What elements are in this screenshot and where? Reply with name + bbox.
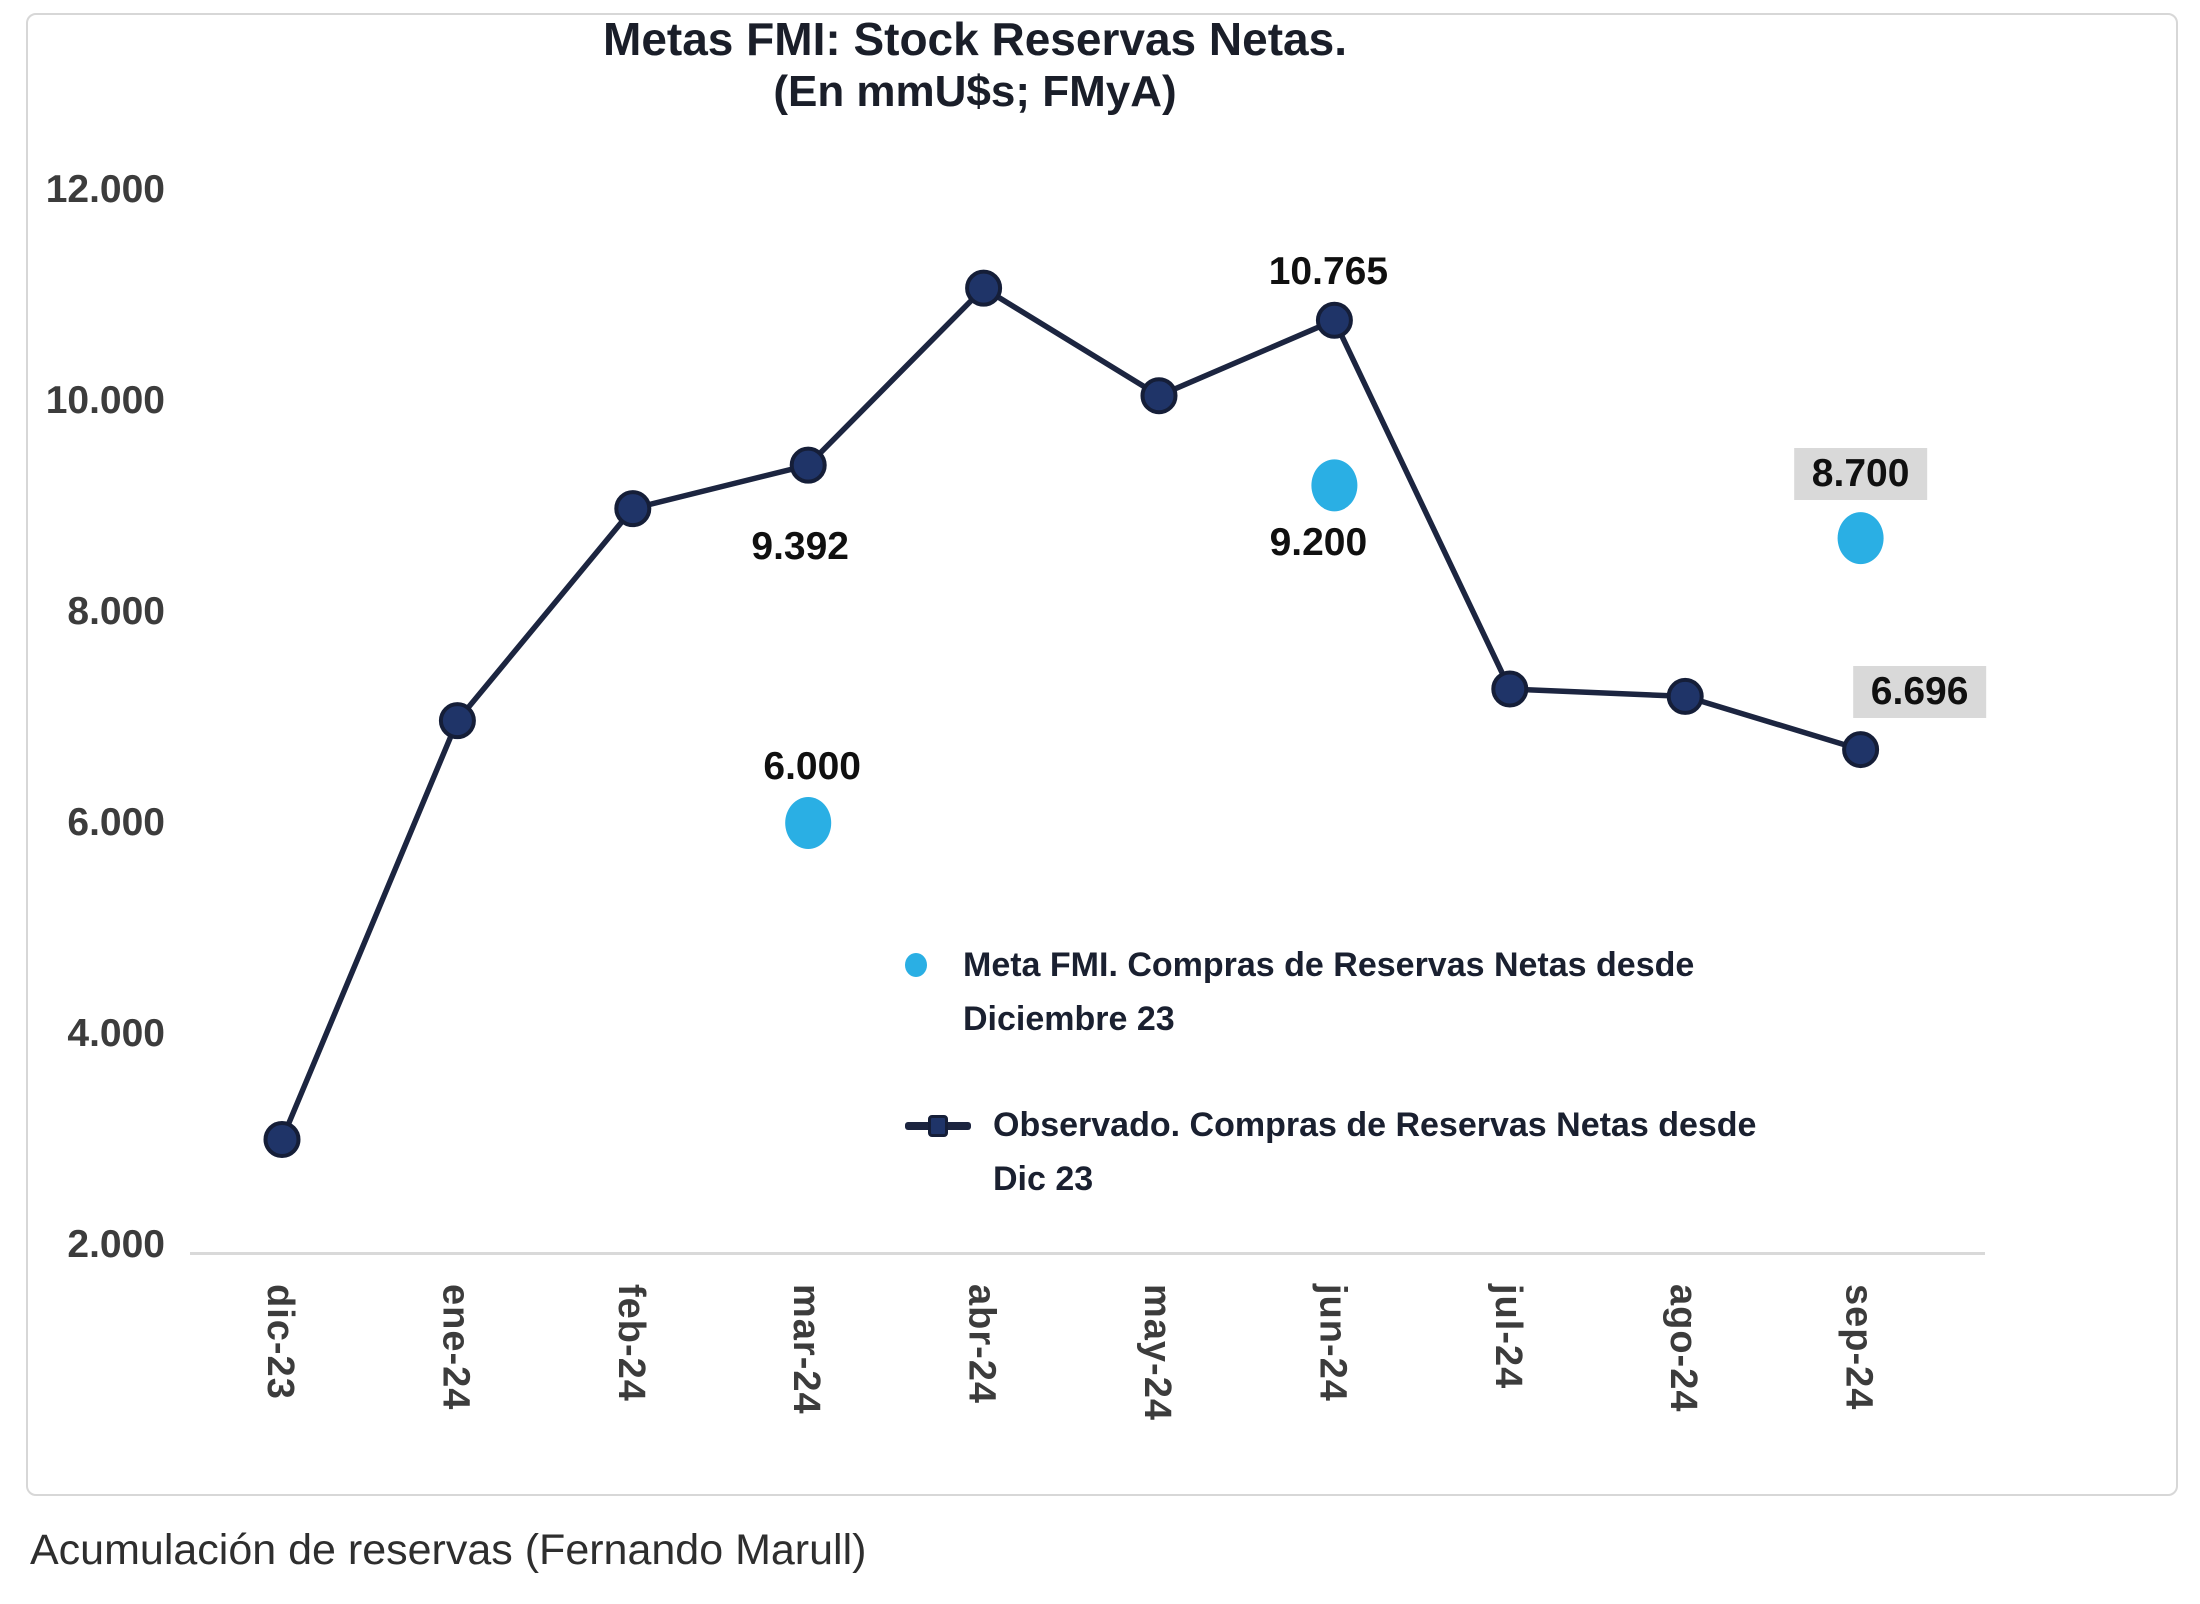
meta-fmi-data-point: [1837, 512, 1884, 565]
x-axis-line: [190, 1252, 1985, 1255]
observado-data-point: [965, 269, 1003, 307]
observado-line: [279, 285, 1862, 1141]
data-label: 10.765: [1268, 250, 1389, 294]
legend-meta-label-line1: Meta FMI. Compras de Reservas Netas desd…: [963, 946, 1695, 984]
x-tick-label: feb-24: [609, 1284, 652, 1402]
x-tick-label: ago-24: [1662, 1284, 1705, 1413]
y-tick-label: 4.000: [67, 1012, 165, 1055]
chart-title-block: Metas FMI: Stock Reservas Netas. (En mmU…: [275, 12, 1675, 118]
data-label: 9.392: [751, 525, 849, 569]
y-tick-label: 12.000: [45, 168, 165, 211]
legend-observado-label: Observado. Compras de Reservas Netas des…: [993, 1098, 1756, 1206]
image-caption: Acumulación de reservas (Fernando Marull…: [30, 1526, 867, 1574]
legend-meta-label-line2: Diciembre 23: [963, 1000, 1175, 1038]
legend-observado-square-icon: [928, 1115, 948, 1137]
observado-data-point: [1491, 670, 1529, 708]
legend-entry-meta-fmi: Meta FMI. Compras de Reservas Netas desd…: [905, 938, 1885, 1046]
meta-fmi-data-point: [785, 797, 832, 849]
observado-data-point: [1666, 677, 1704, 715]
x-tick-label: may-24: [1136, 1284, 1178, 1421]
observado-data-point: [1842, 731, 1880, 769]
legend-meta-label: Meta FMI. Compras de Reservas Netas desd…: [963, 938, 1694, 1046]
data-label-boxed: 6.696: [1852, 665, 1987, 718]
x-tick-label: sep-24: [1837, 1284, 1880, 1411]
y-tick-label: 2.000: [67, 1223, 165, 1266]
legend-observado-label-line2: Dic 23: [993, 1160, 1094, 1198]
x-tick-label: jun-24: [1311, 1284, 1354, 1402]
observado-data-point: [1140, 377, 1178, 415]
y-tick-label: 10.000: [45, 379, 165, 422]
legend-meta-dot-icon: [905, 953, 927, 977]
observado-data-point: [438, 702, 476, 740]
chart-subtitle: (En mmU$s; FMyA): [773, 67, 1177, 116]
x-tick-label: dic-23: [259, 1284, 301, 1400]
meta-fmi-data-point: [1311, 459, 1358, 512]
data-label-boxed: 8.700: [1793, 448, 1928, 501]
legend-observado-line-icon: [905, 1115, 971, 1137]
x-tick-label: mar-24: [785, 1284, 828, 1415]
observado-data-point: [614, 490, 652, 528]
x-tick-label: jul-24: [1486, 1284, 1529, 1390]
observado-data-point: [1315, 301, 1353, 339]
chart-title: Metas FMI: Stock Reservas Netas.: [603, 13, 1347, 65]
observado-data-point: [263, 1121, 301, 1158]
chart-frame: [26, 13, 2178, 1496]
data-label: 9.200: [1269, 521, 1368, 565]
x-tick-label: ene-24: [434, 1284, 477, 1411]
legend-entry-observado: Observado. Compras de Reservas Netas des…: [905, 1098, 1885, 1206]
y-tick-label: 8.000: [67, 590, 165, 633]
observado-data-point: [789, 446, 827, 484]
legend-observado-label-line1: Observado. Compras de Reservas Netas des…: [993, 1106, 1757, 1144]
data-label: 6.000: [763, 745, 861, 788]
y-tick-label: 6.000: [67, 801, 165, 844]
x-tick-label: abr-24: [960, 1284, 1003, 1405]
